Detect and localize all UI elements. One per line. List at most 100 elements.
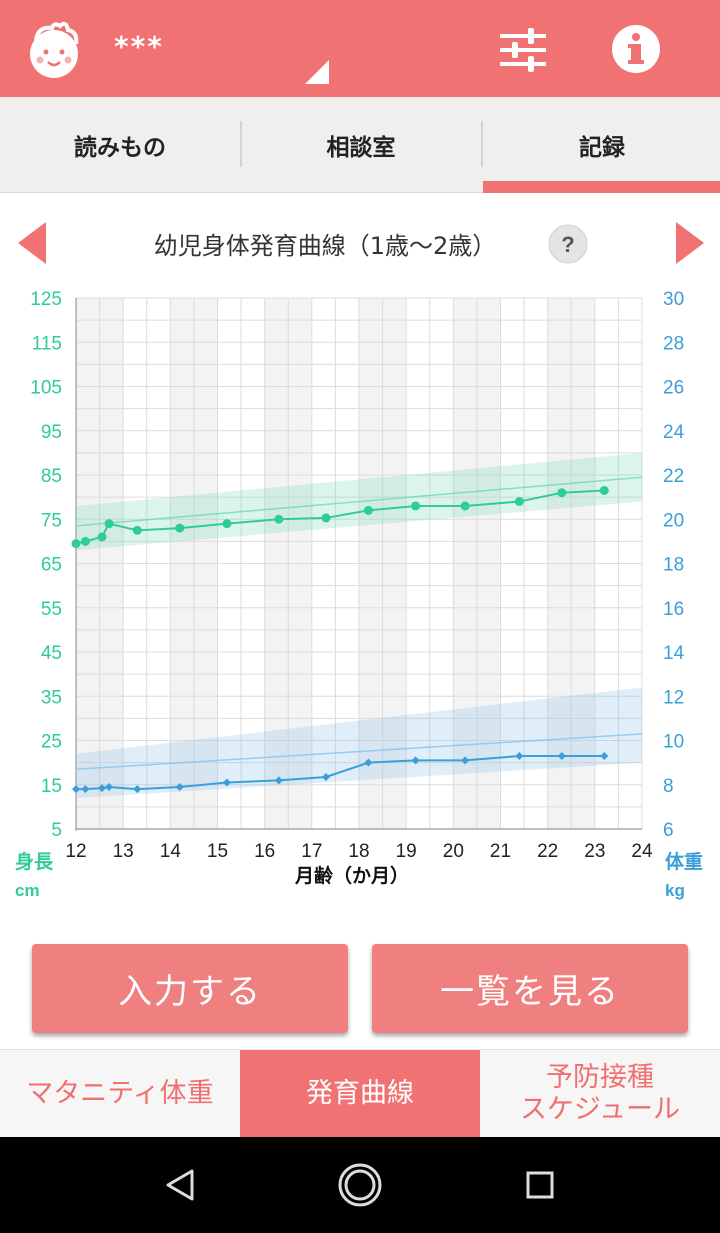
height-data-point xyxy=(557,488,567,498)
height-data-point xyxy=(71,539,81,549)
growth-chart: 125 115 105 95 85 75 65 55 45 35 25 15 5 30 28 26 24 22 20… xyxy=(15,289,703,900)
weight-data-point xyxy=(72,785,80,794)
right-axis-tick-label: 18 xyxy=(663,555,684,576)
weight-data-point xyxy=(97,784,106,793)
right-axis-tick-label: 12 xyxy=(663,687,684,708)
height-data-point xyxy=(104,519,114,529)
left-axis-unit: cm xyxy=(15,881,40,900)
weight-data-point xyxy=(515,751,524,760)
left-axis-tick-label: 15 xyxy=(41,776,62,797)
x-axis-tick-label: 22 xyxy=(537,841,558,862)
weight-data-point xyxy=(105,782,114,791)
tab-divider xyxy=(481,121,483,167)
tab-reading[interactable]: 読みもの xyxy=(74,135,166,161)
weight-band xyxy=(76,687,642,799)
x-axis-tick-label: 24 xyxy=(631,841,653,862)
system-navigation-bar xyxy=(0,1137,720,1233)
sliders-icon[interactable] xyxy=(498,26,548,74)
right-axis-tick-label: 28 xyxy=(663,333,684,354)
x-axis-tick-label: 20 xyxy=(443,841,464,862)
back-button[interactable] xyxy=(140,1137,220,1233)
height-data-point xyxy=(321,513,331,523)
input-button[interactable]: 入力する xyxy=(32,944,348,1033)
info-icon[interactable] xyxy=(611,24,661,74)
weight-data-point xyxy=(461,756,470,765)
right-axis-tick-label: 30 xyxy=(663,289,684,310)
tab-vaccination-schedule[interactable]: 予防接種 スケジュール xyxy=(480,1050,720,1138)
weight-median-line xyxy=(75,733,643,771)
left-axis-tick-label: 25 xyxy=(41,732,62,753)
bottom-tabs: マタニティ体重 発育曲線 予防接種 スケジュール xyxy=(0,1049,720,1138)
height-data-point xyxy=(132,525,142,535)
home-circle-icon xyxy=(338,1163,382,1207)
left-axis-tick-label: 5 xyxy=(51,820,62,841)
weight-data-point xyxy=(133,785,142,794)
x-axis-tick-label: 21 xyxy=(490,841,511,862)
x-axis-tick-label: 12 xyxy=(65,841,86,862)
x-axis-tick-label: 13 xyxy=(113,841,134,862)
left-axis-tick-label: 105 xyxy=(30,378,62,399)
tab-maternity-weight[interactable]: マタニティ体重 xyxy=(26,1078,214,1109)
dropdown-triangle-icon[interactable] xyxy=(305,60,329,84)
tab-vaccination-line2: スケジュール xyxy=(519,1094,681,1125)
left-axis-tick-label: 125 xyxy=(30,289,62,310)
height-data-point xyxy=(97,532,107,542)
right-axis-tick-label: 24 xyxy=(663,422,685,443)
recents-button[interactable] xyxy=(500,1137,580,1233)
right-axis-tick-label: 20 xyxy=(663,510,684,531)
baby-face-icon[interactable] xyxy=(22,20,90,80)
height-data-point xyxy=(222,519,232,529)
previous-chart-arrow-icon[interactable] xyxy=(18,222,46,264)
right-axis-title: 体重 xyxy=(665,850,703,873)
weight-data-point xyxy=(222,778,231,787)
height-data-point xyxy=(411,501,421,511)
height-data-point xyxy=(599,485,609,495)
right-axis-tick-label: 26 xyxy=(663,378,684,399)
weight-data-point xyxy=(321,773,330,782)
x-axis-tick-label: 17 xyxy=(301,841,322,862)
main-tabs: 読みもの 相談室 記録 xyxy=(0,97,720,193)
left-axis-tick-label: 85 xyxy=(41,466,62,487)
height-data-point xyxy=(80,536,90,546)
right-axis-unit: kg xyxy=(665,881,685,900)
x-axis-tick-label: 16 xyxy=(254,841,275,862)
x-axis-tick-label: 14 xyxy=(160,841,182,862)
tab-growth-curve[interactable]: 発育曲線 xyxy=(240,1050,480,1138)
question-mark-icon[interactable]: ? xyxy=(548,224,588,264)
x-axis-tick-label: 15 xyxy=(207,841,228,862)
tab-consultation[interactable]: 相談室 xyxy=(326,135,396,161)
weight-data-point xyxy=(557,751,566,760)
user-name[interactable]: *** xyxy=(114,30,164,63)
next-chart-arrow-icon[interactable] xyxy=(676,222,704,264)
home-button[interactable] xyxy=(320,1137,400,1233)
right-axis-tick-label: 22 xyxy=(663,466,684,487)
weight-data-point xyxy=(274,776,283,785)
tab-vaccination-line1: 予防接種 xyxy=(546,1062,654,1093)
height-data-point xyxy=(460,501,470,511)
x-axis-tick-label: 18 xyxy=(348,841,369,862)
x-axis-tick-label: 19 xyxy=(396,841,417,862)
left-axis-tick-label: 115 xyxy=(32,333,62,354)
x-axis-tick-label: 23 xyxy=(584,841,605,862)
tab-records[interactable]: 記録 xyxy=(579,135,625,161)
app-header: *** xyxy=(0,0,720,97)
right-axis-tick-label: 10 xyxy=(663,732,684,753)
right-axis-tick-label: 6 xyxy=(663,820,674,841)
weight-data-point xyxy=(600,751,609,760)
view-list-button[interactable]: 一覧を見る xyxy=(372,944,688,1033)
weight-data-point xyxy=(175,782,184,791)
weight-data-point xyxy=(411,756,420,765)
x-axis-title: 月齢（か月） xyxy=(294,864,409,887)
back-triangle-icon xyxy=(166,1169,194,1201)
left-axis-tick-label: 95 xyxy=(41,422,62,443)
svg-text:?: ? xyxy=(561,232,574,257)
recents-square-icon xyxy=(526,1171,554,1199)
left-axis-tick-label: 45 xyxy=(41,643,62,664)
right-axis-tick-label: 16 xyxy=(663,599,684,620)
height-data-point xyxy=(274,514,284,524)
left-axis-title: 身長 xyxy=(15,850,54,873)
chart-title: 幼児身体発育曲線（1歳〜2歳） xyxy=(153,232,497,260)
weight-data-point xyxy=(81,785,90,794)
left-axis-tick-label: 35 xyxy=(41,687,62,708)
right-axis-tick-label: 14 xyxy=(663,643,685,664)
